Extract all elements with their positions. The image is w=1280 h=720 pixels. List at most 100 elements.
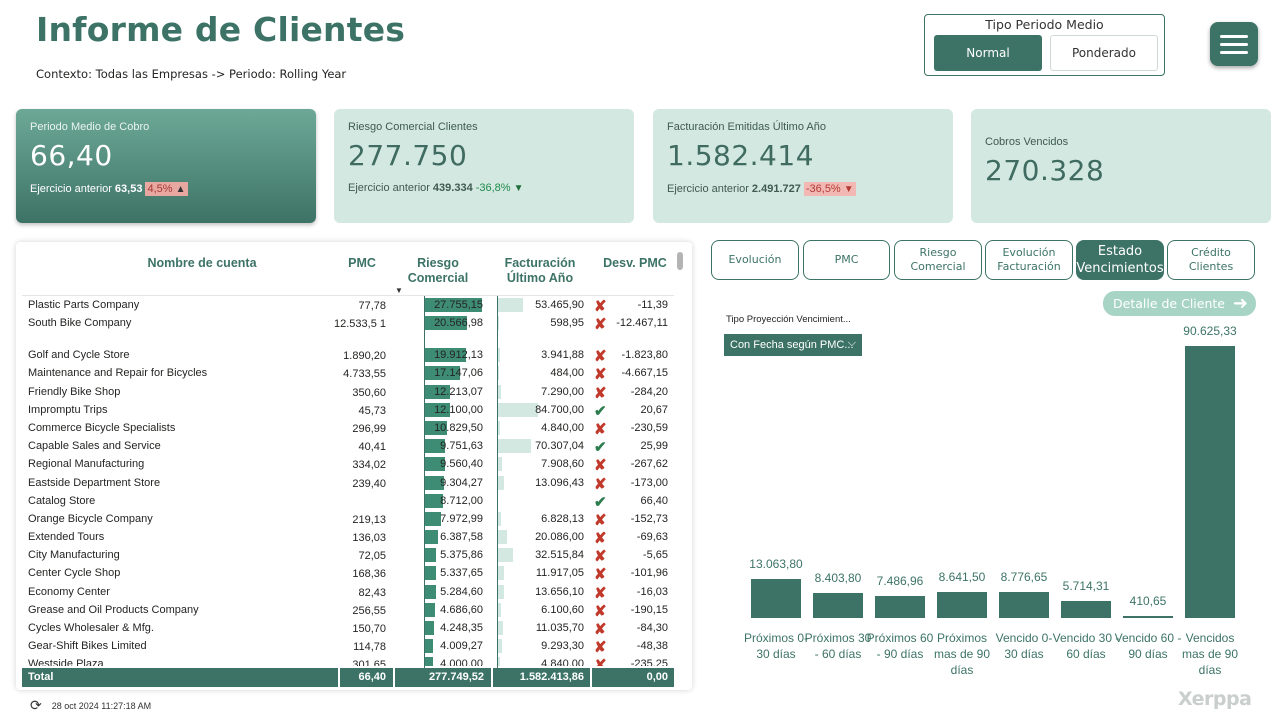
detalle-cliente-button[interactable]: Detalle de Cliente ➜ bbox=[1103, 291, 1256, 316]
table-row[interactable]: Impromptu Trips 45,73 12.100,00 84.700,00 ✔ 2… bbox=[22, 401, 674, 420]
chart-bar[interactable] bbox=[1185, 346, 1235, 618]
facturacion-databar bbox=[498, 657, 501, 666]
riesgo-value: 5.337,65 bbox=[440, 567, 483, 580]
tab-riesgo-comercial[interactable]: Riesgo Comercial bbox=[894, 240, 982, 280]
tab-pmc[interactable]: PMC bbox=[803, 240, 890, 280]
cross-icon: ✘ bbox=[594, 316, 607, 334]
header-facturacion[interactable]: Facturación Último Año bbox=[504, 256, 576, 285]
vencimientos-bar-chart: 13.063,80 Próximos 0-30 días 8.403,80 Próxi… bbox=[720, 318, 1280, 688]
bar-data-label: 8.403,80 bbox=[814, 570, 862, 585]
facturacion-value: 70.307,04 bbox=[535, 440, 584, 453]
table-row[interactable]: Capable Sales and Service 40,41 9.751,63 70… bbox=[22, 437, 674, 456]
x-axis-category-label: Vencido 60 - 90 días bbox=[1114, 631, 1182, 661]
header-desv-pmc[interactable]: Desv. PMC bbox=[603, 256, 667, 270]
projection-dropdown[interactable]: Con Fecha según PMC... ⌵ bbox=[724, 334, 862, 356]
cross-icon: ✘ bbox=[594, 621, 607, 638]
desv-pmc-value: -12.467,11 bbox=[616, 317, 668, 330]
bar-data-label: 90.625,33 bbox=[1183, 324, 1237, 338]
table-row[interactable]: Gear-Shift Bikes Limited 114,78 4.009,27 9.… bbox=[22, 637, 674, 656]
tab-credito-clientes[interactable]: Crédito Clientes bbox=[1167, 240, 1255, 280]
table-row[interactable]: Cycles Wholesaler & Mfg. 150,70 4.248,35 11… bbox=[22, 619, 674, 638]
tab-estado-vencimientos[interactable]: Estado Vencimientos bbox=[1076, 240, 1164, 280]
riesgo-databar bbox=[425, 420, 448, 435]
facturacion-value: 13.656,10 bbox=[535, 585, 584, 598]
bar-data-label: 8.641,50 bbox=[938, 570, 986, 585]
chart-bar[interactable] bbox=[875, 595, 925, 618]
slicer-option-normal[interactable]: Normal bbox=[934, 35, 1042, 71]
hamburger-menu-icon[interactable] bbox=[1210, 22, 1258, 66]
facturacion-databar bbox=[498, 298, 524, 312]
table-row[interactable]: Eastside Department Store 239,40 9.304,27 1… bbox=[22, 474, 674, 493]
desv-pmc-value: -16,03 bbox=[636, 585, 668, 598]
riesgo-databar bbox=[425, 348, 466, 363]
table-row[interactable]: Grease and Oil Products Company 256,55 4.6… bbox=[22, 601, 674, 620]
account-name: Grease and Oil Products Company bbox=[28, 603, 199, 616]
header-pmc[interactable]: PMC bbox=[348, 256, 376, 270]
table-row[interactable]: Extended Tours 136,03 6.387,58 20.086,00 ✘ -6… bbox=[22, 528, 674, 547]
slicer-option-ponderado[interactable]: Ponderado bbox=[1050, 35, 1158, 71]
bar-data-label: 7.486,96 bbox=[876, 573, 924, 588]
table-row[interactable]: City Manufacturing 72,05 5.375,86 32.515,84… bbox=[22, 546, 674, 565]
riesgo-databar bbox=[425, 566, 436, 581]
table-row[interactable]: Golf and Cycle Store 1.890,20 19.912,13 3.9… bbox=[22, 346, 674, 365]
triangle-up-icon: ▲ bbox=[175, 184, 186, 195]
account-name: Commerce Bicycle Specialists bbox=[28, 421, 176, 434]
kpi-card-riesgo: Riesgo Comercial Clientes 277.750 Ejerci… bbox=[334, 109, 634, 223]
desv-pmc-value: -190,15 bbox=[630, 603, 668, 616]
kpi-change: -36,8% ▼ bbox=[475, 182, 524, 194]
pmc-value: 168,36 bbox=[352, 568, 386, 581]
facturacion-databar bbox=[498, 511, 502, 526]
table-scrollbar[interactable] bbox=[677, 252, 683, 270]
cross-icon: ✘ bbox=[594, 298, 607, 315]
pmc-value: 82,43 bbox=[358, 586, 386, 599]
riesgo-databar bbox=[425, 366, 461, 381]
table-row[interactable]: Center Cycle Shop 168,36 5.337,65 11.917,05… bbox=[22, 564, 674, 583]
facturacion-value: 3.941,88 bbox=[541, 349, 584, 362]
desv-pmc-value: -4.667,15 bbox=[621, 367, 668, 380]
kpi-previous: Ejercicio anterior 2.491.727 -36,5% ▼ bbox=[667, 182, 939, 196]
riesgo-databar bbox=[425, 457, 445, 472]
account-name: Maintenance and Repair for Bicycles bbox=[28, 367, 208, 380]
header-riesgo[interactable]: Riesgo Comercial bbox=[407, 256, 469, 285]
riesgo-value: 12.213,07 bbox=[434, 385, 483, 398]
chart-bar[interactable] bbox=[751, 578, 801, 618]
total-pmc: 66,40 bbox=[358, 671, 386, 683]
facturacion-databar bbox=[498, 439, 532, 454]
table-row[interactable]: Westside Plaza 301,65 4.000,00 4.840,00 ✘ -23… bbox=[22, 655, 674, 666]
desv-pmc-value: -48,38 bbox=[636, 640, 668, 653]
account-name: Extended Tours bbox=[28, 531, 105, 544]
pmc-value: 40,41 bbox=[358, 441, 386, 454]
header-nombre[interactable]: Nombre de cuenta bbox=[147, 256, 257, 270]
table-row[interactable]: Friendly Bike Shop 350,60 12.213,07 7.290,0… bbox=[22, 383, 674, 402]
sort-desc-icon[interactable]: ▼ bbox=[395, 286, 403, 295]
table-row[interactable]: Orange Bicycle Company 219,13 7.972,99 6.82… bbox=[22, 510, 674, 529]
table-total-row: Total 66,40 277.749,52 1.582.413,86 0,00 bbox=[22, 668, 674, 687]
pmc-value: 72,05 bbox=[358, 550, 386, 563]
chart-bar[interactable] bbox=[1123, 616, 1173, 618]
table-row[interactable]: South Bike Company 12.533,5 1 20.566,98 598… bbox=[22, 314, 674, 346]
tab-evolucion-facturacion[interactable]: Evolución Facturación bbox=[985, 240, 1073, 280]
cross-icon: ✘ bbox=[594, 366, 607, 384]
table-row[interactable]: Economy Center 82,43 5.284,60 13.656,10 ✘ -16… bbox=[22, 583, 674, 602]
table-row[interactable]: Maintenance and Repair for Bicycles 4.733… bbox=[22, 364, 674, 384]
table-row[interactable]: Catalog Store 8.712,00 ✔ 66,40 bbox=[22, 492, 674, 511]
refresh-icon[interactable]: ⟳ bbox=[30, 697, 42, 713]
riesgo-databar bbox=[425, 384, 451, 399]
table-row[interactable]: Commerce Bicycle Specialists 296,99 10.829… bbox=[22, 419, 674, 438]
account-name: Westside Plaza bbox=[28, 658, 104, 666]
table-row[interactable]: Plastic Parts Company 77,78 27.755,15 53.46… bbox=[22, 296, 674, 315]
kpi-value: 1.582.414 bbox=[667, 139, 815, 172]
cross-icon: ✘ bbox=[594, 657, 607, 666]
table-row[interactable]: Regional Manufacturing 334,02 9.560,40 7.90… bbox=[22, 455, 674, 474]
cross-icon: ✘ bbox=[594, 602, 607, 620]
chart-bar[interactable] bbox=[999, 591, 1049, 618]
facturacion-value: 11.917,05 bbox=[535, 567, 584, 580]
chart-bar[interactable] bbox=[1061, 600, 1111, 618]
pmc-value: 4.733,55 bbox=[343, 368, 386, 381]
tab-evolucion[interactable]: Evolución bbox=[711, 240, 799, 280]
chart-bar[interactable] bbox=[937, 592, 987, 618]
pmc-value: 45,73 bbox=[358, 404, 386, 417]
kpi-change: 4,5% ▲ bbox=[145, 182, 188, 196]
chart-bar[interactable] bbox=[813, 592, 863, 618]
table-body: Plastic Parts Company 77,78 27.755,15 53.46… bbox=[22, 296, 674, 666]
